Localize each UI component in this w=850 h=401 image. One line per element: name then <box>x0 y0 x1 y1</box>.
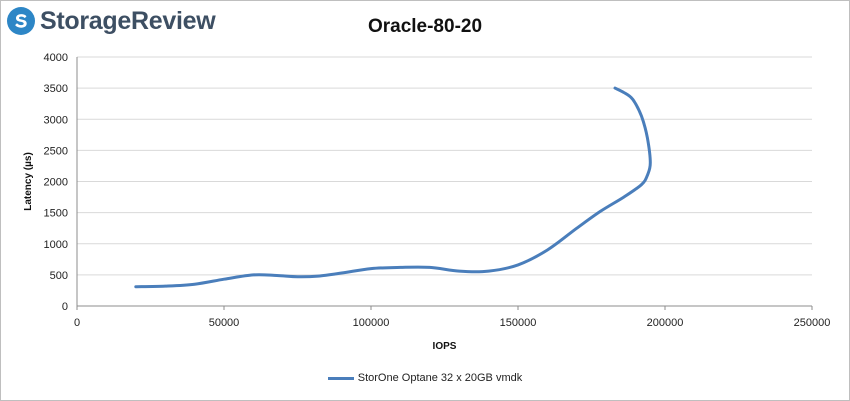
gridlines <box>77 56 812 276</box>
x-tick-labels: 0 50000 100000 150000 200000 250000 <box>74 317 830 329</box>
legend-swatch <box>327 376 354 380</box>
x-tick-label: 100000 <box>353 317 390 329</box>
axes <box>76 57 813 310</box>
y-tick-label: 4000 <box>44 52 68 64</box>
chart-legend: StorOne Optane 32 x 20GB vmdk <box>0 372 850 384</box>
series-group <box>134 86 652 289</box>
y-tick-label: 1000 <box>44 239 68 251</box>
legend-label: StorOne Optane 32 x 20GB vmdk <box>357 372 523 384</box>
y-tick-label: 2500 <box>44 145 68 157</box>
y-tick-label: 500 <box>50 270 68 282</box>
brand-name: StorageReview <box>40 6 216 35</box>
y-tick-label: 2000 <box>44 177 68 189</box>
y-tick-labels: 0 500 1000 1500 2000 2500 3000 3500 4000 <box>44 52 68 313</box>
x-tick-label: 0 <box>74 317 80 329</box>
series-line <box>134 86 652 289</box>
chart-title: Oracle-80-20 <box>367 16 483 37</box>
x-axis-title: IOPS <box>433 341 457 352</box>
storagereview-logo-icon <box>7 7 35 35</box>
y-tick-label: 0 <box>62 301 68 313</box>
y-tick-label: 3500 <box>44 83 68 95</box>
y-tick-label: 3000 <box>44 114 68 126</box>
x-tick-label: 200000 <box>647 317 684 329</box>
x-tick-label: 250000 <box>794 317 831 329</box>
x-tick-label: 150000 <box>500 317 537 329</box>
x-tick-label: 50000 <box>209 317 240 329</box>
y-tick-label: 1500 <box>44 208 68 220</box>
brand-logo: StorageReview <box>6 4 216 38</box>
y-axis-title: Latency (µs) <box>23 152 34 211</box>
